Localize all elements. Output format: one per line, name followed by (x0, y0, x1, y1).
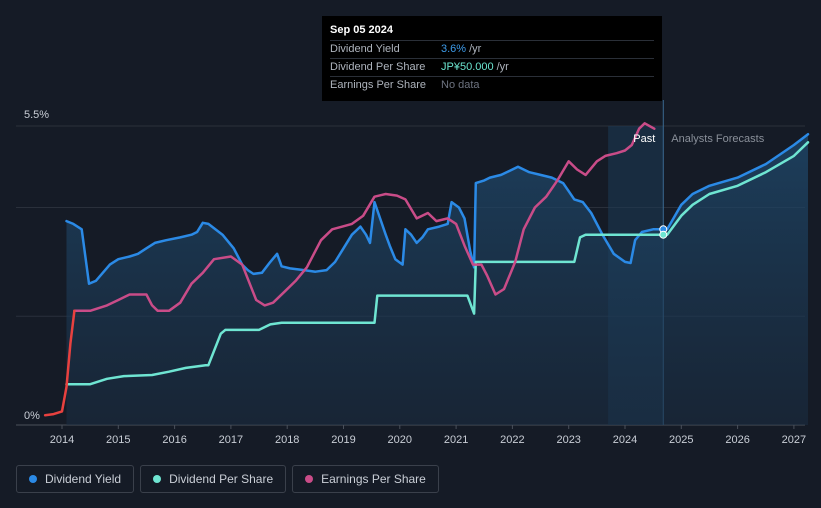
x-tick-label: 2016 (162, 434, 186, 446)
series-area (66, 134, 808, 425)
x-tick-label: 2022 (500, 434, 524, 446)
series-line (65, 132, 810, 285)
legend-item-earnings-per-share[interactable]: Earnings Per Share (292, 465, 439, 493)
legend-item-dividend-per-share[interactable]: Dividend Per Share (140, 465, 287, 493)
tooltip-label: Dividend Per Share (330, 61, 426, 73)
tooltip-value: No data (441, 79, 480, 91)
y-tick-label: 5.5% (24, 109, 49, 121)
tooltip-row-dividend-per-share: Dividend Per Share JP¥50.000 /yr (330, 58, 654, 76)
data-point-marker (659, 230, 668, 239)
x-tick-label: 2018 (275, 434, 299, 446)
legend-dot-icon (153, 475, 162, 483)
series-line (65, 141, 810, 386)
series-line (43, 309, 76, 417)
x-tick-label: 2017 (219, 434, 243, 446)
legend-label: Dividend Per Share (169, 472, 274, 486)
x-tick-label: 2021 (444, 434, 468, 446)
tooltip: Sep 05 2024 Dividend Yield 3.6% /yr Divi… (322, 16, 662, 101)
x-tick-label: 2026 (725, 434, 749, 446)
series-line (73, 122, 656, 313)
x-tick-label: 2014 (50, 434, 74, 446)
tooltip-unit: /yr (496, 61, 509, 73)
tooltip-unit: /yr (469, 43, 482, 55)
legend-dot-icon (29, 475, 37, 483)
legend: Dividend Yield Dividend Per Share Earnin… (16, 465, 439, 495)
x-tick-label: 2025 (669, 434, 693, 446)
tooltip-date: Sep 05 2024 (330, 24, 393, 36)
legend-label: Earnings Per Share (321, 472, 426, 486)
tooltip-value: 3.6% (441, 43, 467, 55)
tooltip-row-earnings-per-share: Earnings Per Share No data (330, 76, 654, 94)
forecast-label: Analysts Forecasts (671, 133, 764, 145)
x-tick-label: 2015 (106, 434, 130, 446)
x-tick-label: 2020 (388, 434, 412, 446)
tooltip-label: Dividend Yield (330, 43, 400, 55)
legend-dot-icon (305, 475, 314, 483)
legend-label: Dividend Yield (45, 472, 122, 486)
x-tick-label: 2024 (613, 434, 637, 446)
x-tick-label: 2023 (556, 434, 580, 446)
x-tick-label: 2019 (331, 434, 355, 446)
tooltip-value: JP¥50.000 (441, 61, 494, 73)
x-tick-label: 2027 (782, 434, 806, 446)
legend-item-dividend-yield[interactable]: Dividend Yield (16, 465, 135, 493)
past-label: Past (633, 133, 655, 145)
tooltip-row-dividend-yield: Dividend Yield 3.6% /yr (330, 40, 654, 58)
y-tick-label: 0% (24, 410, 40, 422)
tooltip-label: Earnings Per Share (330, 79, 426, 91)
